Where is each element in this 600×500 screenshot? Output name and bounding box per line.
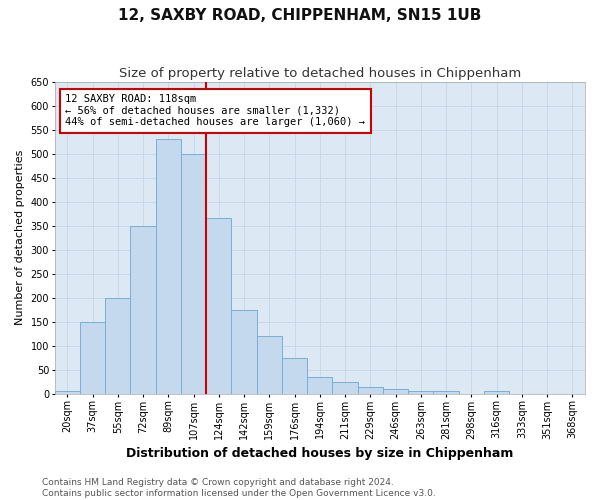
Y-axis label: Number of detached properties: Number of detached properties [15,150,25,326]
Bar [232,310,257,394]
Title: Size of property relative to detached houses in Chippenham: Size of property relative to detached ho… [119,68,521,80]
Bar [105,298,130,394]
Bar [206,218,232,394]
Bar [408,392,433,394]
Bar [332,382,358,394]
X-axis label: Distribution of detached houses by size in Chippenham: Distribution of detached houses by size … [126,447,514,460]
Bar [156,140,181,394]
Bar [484,392,509,394]
Bar [80,322,105,394]
Bar [282,358,307,394]
Text: Contains HM Land Registry data © Crown copyright and database right 2024.
Contai: Contains HM Land Registry data © Crown c… [42,478,436,498]
Bar [181,154,206,394]
Bar [358,386,383,394]
Bar [55,392,80,394]
Bar [307,377,332,394]
Bar [130,226,156,394]
Bar [383,389,408,394]
Text: 12 SAXBY ROAD: 118sqm
← 56% of detached houses are smaller (1,332)
44% of semi-d: 12 SAXBY ROAD: 118sqm ← 56% of detached … [65,94,365,128]
Text: 12, SAXBY ROAD, CHIPPENHAM, SN15 1UB: 12, SAXBY ROAD, CHIPPENHAM, SN15 1UB [118,8,482,22]
Bar [257,336,282,394]
Bar [433,392,459,394]
